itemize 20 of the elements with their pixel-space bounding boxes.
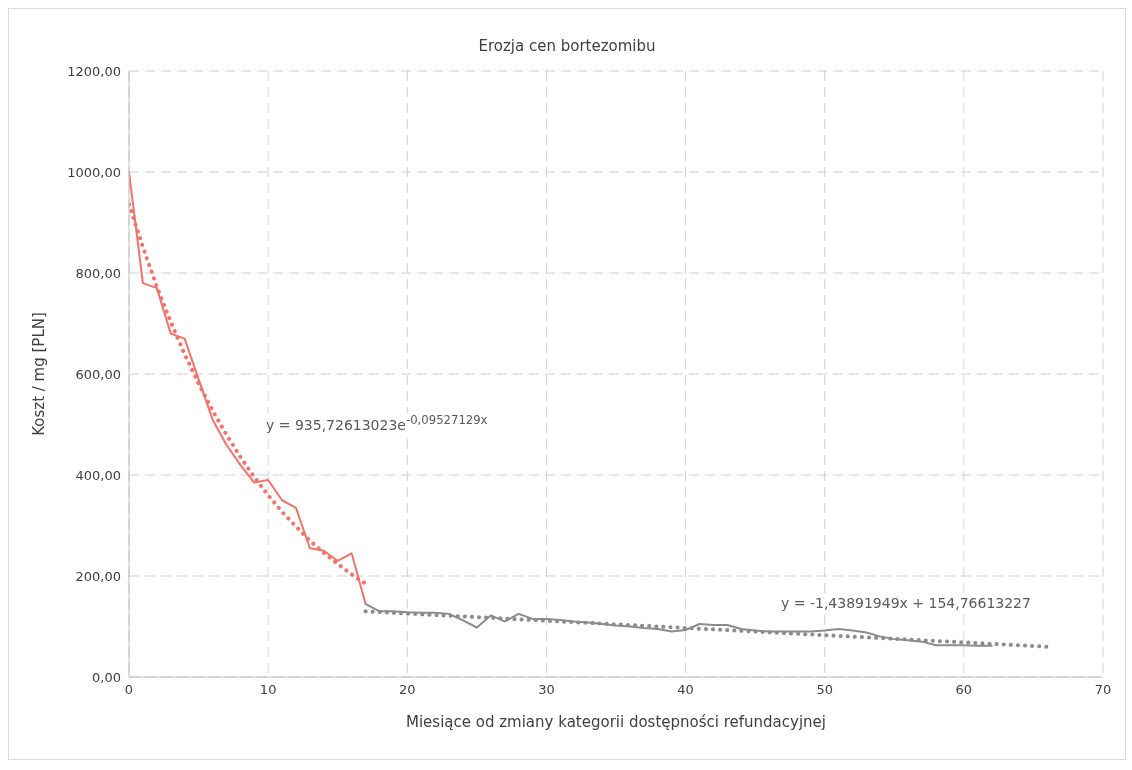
annotation: y = 935,72613023e$^{-0,09527129x}$ <box>264 413 490 433</box>
x-tick-label: 70 <box>1094 682 1112 698</box>
y-tick-label: 600,00 <box>75 366 121 382</box>
y-tick-label: 1200,00 <box>67 63 121 79</box>
chart-title: Erozja cen bortezomibu <box>477 37 657 57</box>
y-tick-label: 1000,00 <box>67 164 121 180</box>
x-tick-label: 10 <box>259 682 277 698</box>
x-tick-label: 30 <box>538 682 555 698</box>
y-axis-title: Koszt / mg [PLN] <box>30 312 49 436</box>
x-tick-label: 0 <box>124 682 134 698</box>
y-tick-label: 800,00 <box>75 265 121 281</box>
y-tick-label: 400,00 <box>75 467 121 483</box>
x-tick-label: 60 <box>955 682 973 698</box>
x-tick-label: 40 <box>677 682 694 698</box>
x-tick-label: 20 <box>399 682 416 698</box>
y-tick-label: 200,00 <box>75 568 121 584</box>
x-tick-label: 50 <box>816 682 833 698</box>
annotation: y = -1,43891949x + 154,76613227 <box>779 595 1033 611</box>
x-axis-title: Miesiące od zmiany kategorii dostępności refundacyjnej <box>405 713 827 731</box>
y-tick-label: 0,00 <box>92 669 121 685</box>
